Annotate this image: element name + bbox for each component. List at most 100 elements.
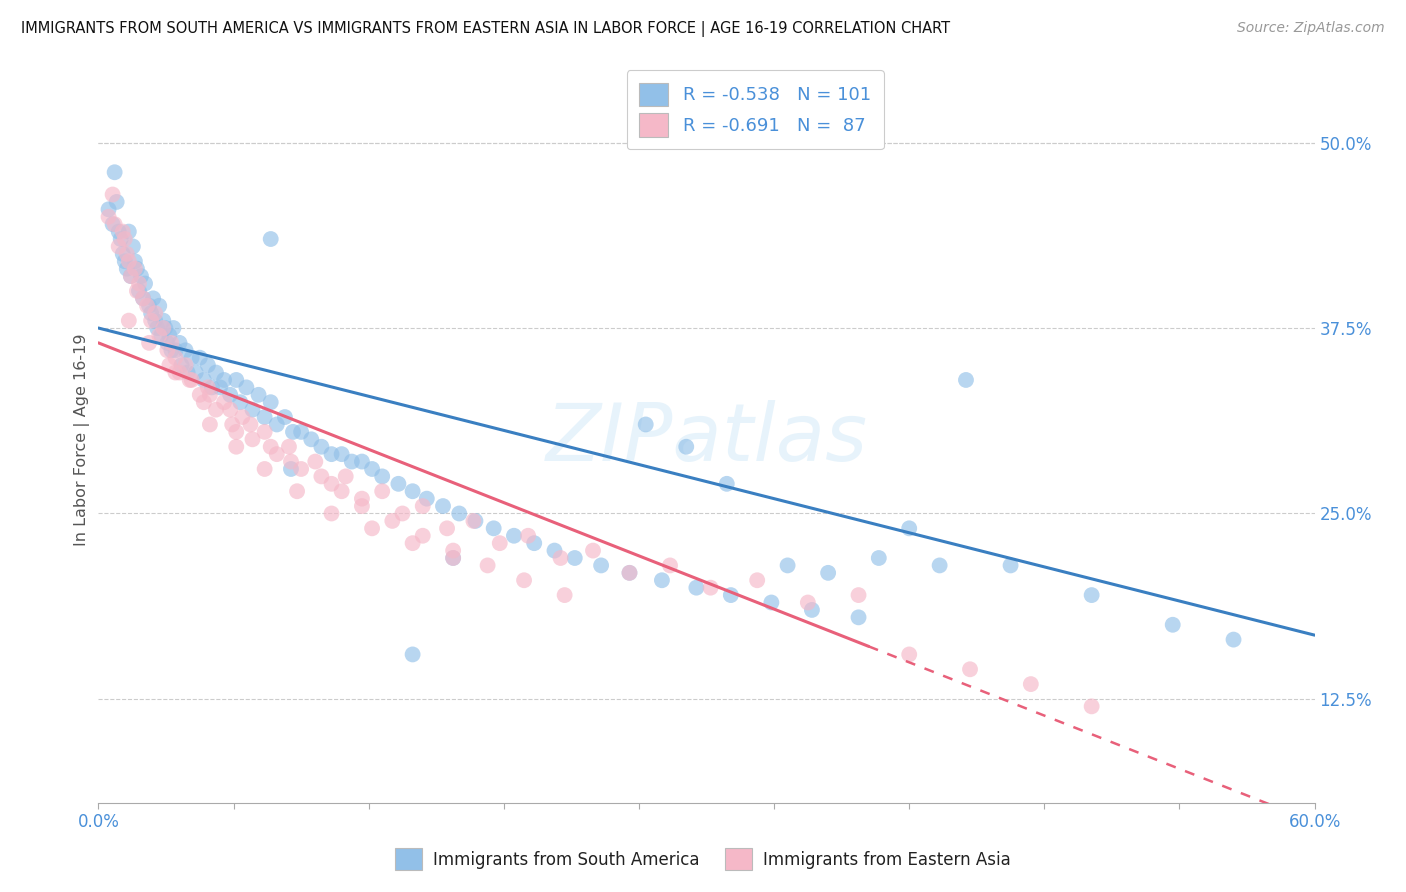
Point (391, 507, 413, 521)
Point (209, 380, 232, 394)
Point (134, 277, 156, 291)
Point (160, 343, 183, 358)
Point (125, 284, 148, 298)
Point (441, 551, 464, 566)
Point (114, 232, 136, 246)
Point (160, 335, 183, 350)
Point (619, 566, 641, 580)
Point (231, 410, 253, 425)
Point (335, 469, 357, 483)
Point (110, 232, 132, 246)
Point (138, 299, 160, 313)
Point (170, 358, 193, 372)
Point (304, 454, 326, 468)
Point (436, 521, 458, 535)
Point (146, 321, 169, 335)
Point (543, 543, 565, 558)
Point (212, 395, 235, 409)
Point (797, 595, 820, 609)
Point (239, 417, 262, 432)
Point (280, 454, 302, 468)
Point (198, 417, 221, 432)
Point (165, 366, 187, 380)
Point (162, 321, 184, 335)
Point (401, 648, 423, 662)
Point (101, 217, 124, 231)
Point (381, 514, 404, 528)
Point (114, 254, 136, 268)
Point (180, 373, 202, 387)
Point (564, 551, 586, 566)
Point (193, 395, 215, 409)
Point (132, 291, 155, 305)
Point (1222, 632, 1244, 647)
Point (155, 321, 177, 335)
Point (482, 521, 505, 535)
Point (184, 366, 207, 380)
Point (340, 454, 363, 468)
Point (107, 239, 129, 253)
Point (350, 499, 373, 513)
Point (416, 491, 439, 506)
Point (148, 328, 170, 343)
Point (115, 247, 138, 261)
Point (776, 558, 799, 573)
Point (350, 454, 373, 468)
Point (898, 648, 921, 662)
Point (205, 402, 228, 417)
Point (143, 306, 166, 320)
Point (115, 261, 138, 276)
Point (120, 269, 142, 284)
Point (441, 551, 464, 566)
Point (139, 313, 162, 327)
Point (165, 343, 187, 358)
Point (150, 328, 173, 343)
Point (152, 313, 174, 327)
Point (477, 558, 499, 573)
Point (280, 462, 302, 476)
Point (260, 395, 283, 409)
Point (761, 595, 783, 609)
Point (412, 529, 434, 543)
Point (253, 410, 276, 425)
Point (955, 373, 977, 387)
Point (128, 277, 150, 291)
Point (311, 469, 333, 483)
Point (651, 574, 673, 588)
Point (212, 373, 235, 387)
Point (120, 269, 142, 284)
Point (848, 588, 870, 602)
Point (928, 558, 950, 573)
Point (242, 433, 264, 447)
Point (188, 388, 211, 402)
Point (959, 662, 981, 676)
Point (197, 358, 219, 372)
Point (699, 581, 721, 595)
Point (125, 261, 148, 276)
Point (371, 469, 394, 483)
Point (235, 380, 257, 394)
Point (142, 291, 165, 305)
Point (174, 358, 197, 372)
Point (513, 574, 536, 588)
Point (848, 610, 870, 624)
Point (188, 351, 211, 365)
Point (898, 521, 921, 535)
Point (361, 521, 384, 535)
Point (321, 507, 343, 521)
Point (139, 306, 162, 320)
Point (619, 566, 641, 580)
Point (387, 476, 409, 491)
Point (260, 440, 283, 454)
Point (1000, 558, 1022, 573)
Point (180, 351, 202, 365)
Point (221, 417, 243, 432)
Point (463, 514, 485, 528)
Point (97, 202, 120, 217)
Point (247, 388, 270, 402)
Text: ZIPatlas: ZIPatlas (546, 401, 868, 478)
Point (193, 373, 215, 387)
Text: Source: ZipAtlas.com: Source: ZipAtlas.com (1237, 21, 1385, 35)
Point (401, 536, 423, 550)
Point (412, 499, 434, 513)
